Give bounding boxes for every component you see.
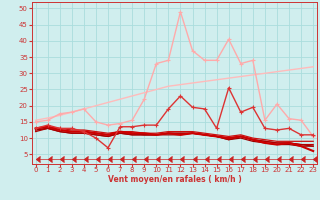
X-axis label: Vent moyen/en rafales ( km/h ): Vent moyen/en rafales ( km/h ) (108, 175, 241, 184)
